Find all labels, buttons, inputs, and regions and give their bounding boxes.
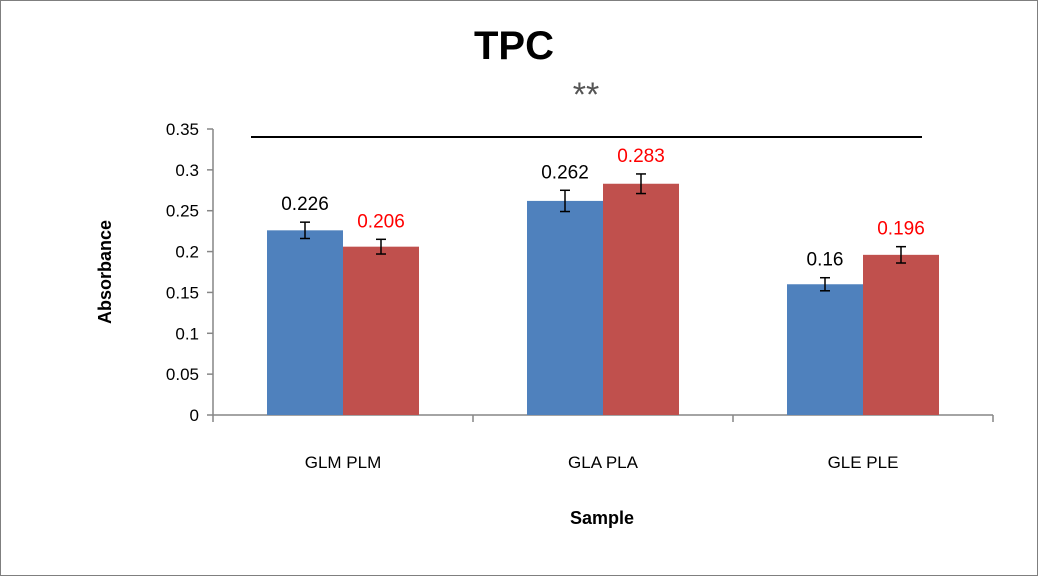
bar bbox=[343, 246, 419, 415]
y-tick-label: 0.3 bbox=[175, 161, 199, 180]
y-tick-label: 0.1 bbox=[175, 324, 199, 343]
x-axis-label: Sample bbox=[570, 508, 634, 528]
y-tick-label: 0.2 bbox=[175, 243, 199, 262]
data-label: 0.16 bbox=[807, 250, 844, 271]
bar bbox=[787, 284, 863, 415]
data-label: 0.206 bbox=[357, 211, 405, 232]
y-tick-label: 0 bbox=[190, 406, 199, 425]
y-axis-label: Absorbance bbox=[95, 220, 115, 324]
chart-title: TPC bbox=[474, 24, 554, 68]
bar bbox=[527, 200, 603, 415]
x-tick-label: GLM PLM bbox=[305, 453, 382, 472]
x-axis: GLM PLM GLA PLA GLE PLE bbox=[212, 414, 994, 472]
significance-label: ** bbox=[573, 76, 599, 114]
y-tick-label: 0.15 bbox=[166, 283, 199, 302]
bar bbox=[267, 230, 343, 415]
data-labels: 0.226 0.262 0.16 0.206 0.283 0.196 bbox=[281, 146, 925, 271]
data-label: 0.226 bbox=[281, 194, 329, 215]
bar bbox=[603, 183, 679, 415]
y-tick-label: 0.05 bbox=[166, 365, 199, 384]
x-tick-label: GLE PLE bbox=[828, 453, 899, 472]
data-label: 0.196 bbox=[877, 219, 925, 240]
y-tick-label: 0.35 bbox=[166, 120, 199, 139]
data-label: 0.283 bbox=[617, 146, 665, 167]
y-axis: 0 0.05 0.1 0.15 0.2 0.25 0.3 0.35 bbox=[166, 120, 214, 425]
bars bbox=[267, 173, 939, 415]
x-tick-label: GLA PLA bbox=[568, 453, 639, 472]
data-label: 0.262 bbox=[541, 162, 589, 183]
y-tick-label: 0.25 bbox=[166, 202, 199, 221]
bar bbox=[863, 254, 939, 415]
